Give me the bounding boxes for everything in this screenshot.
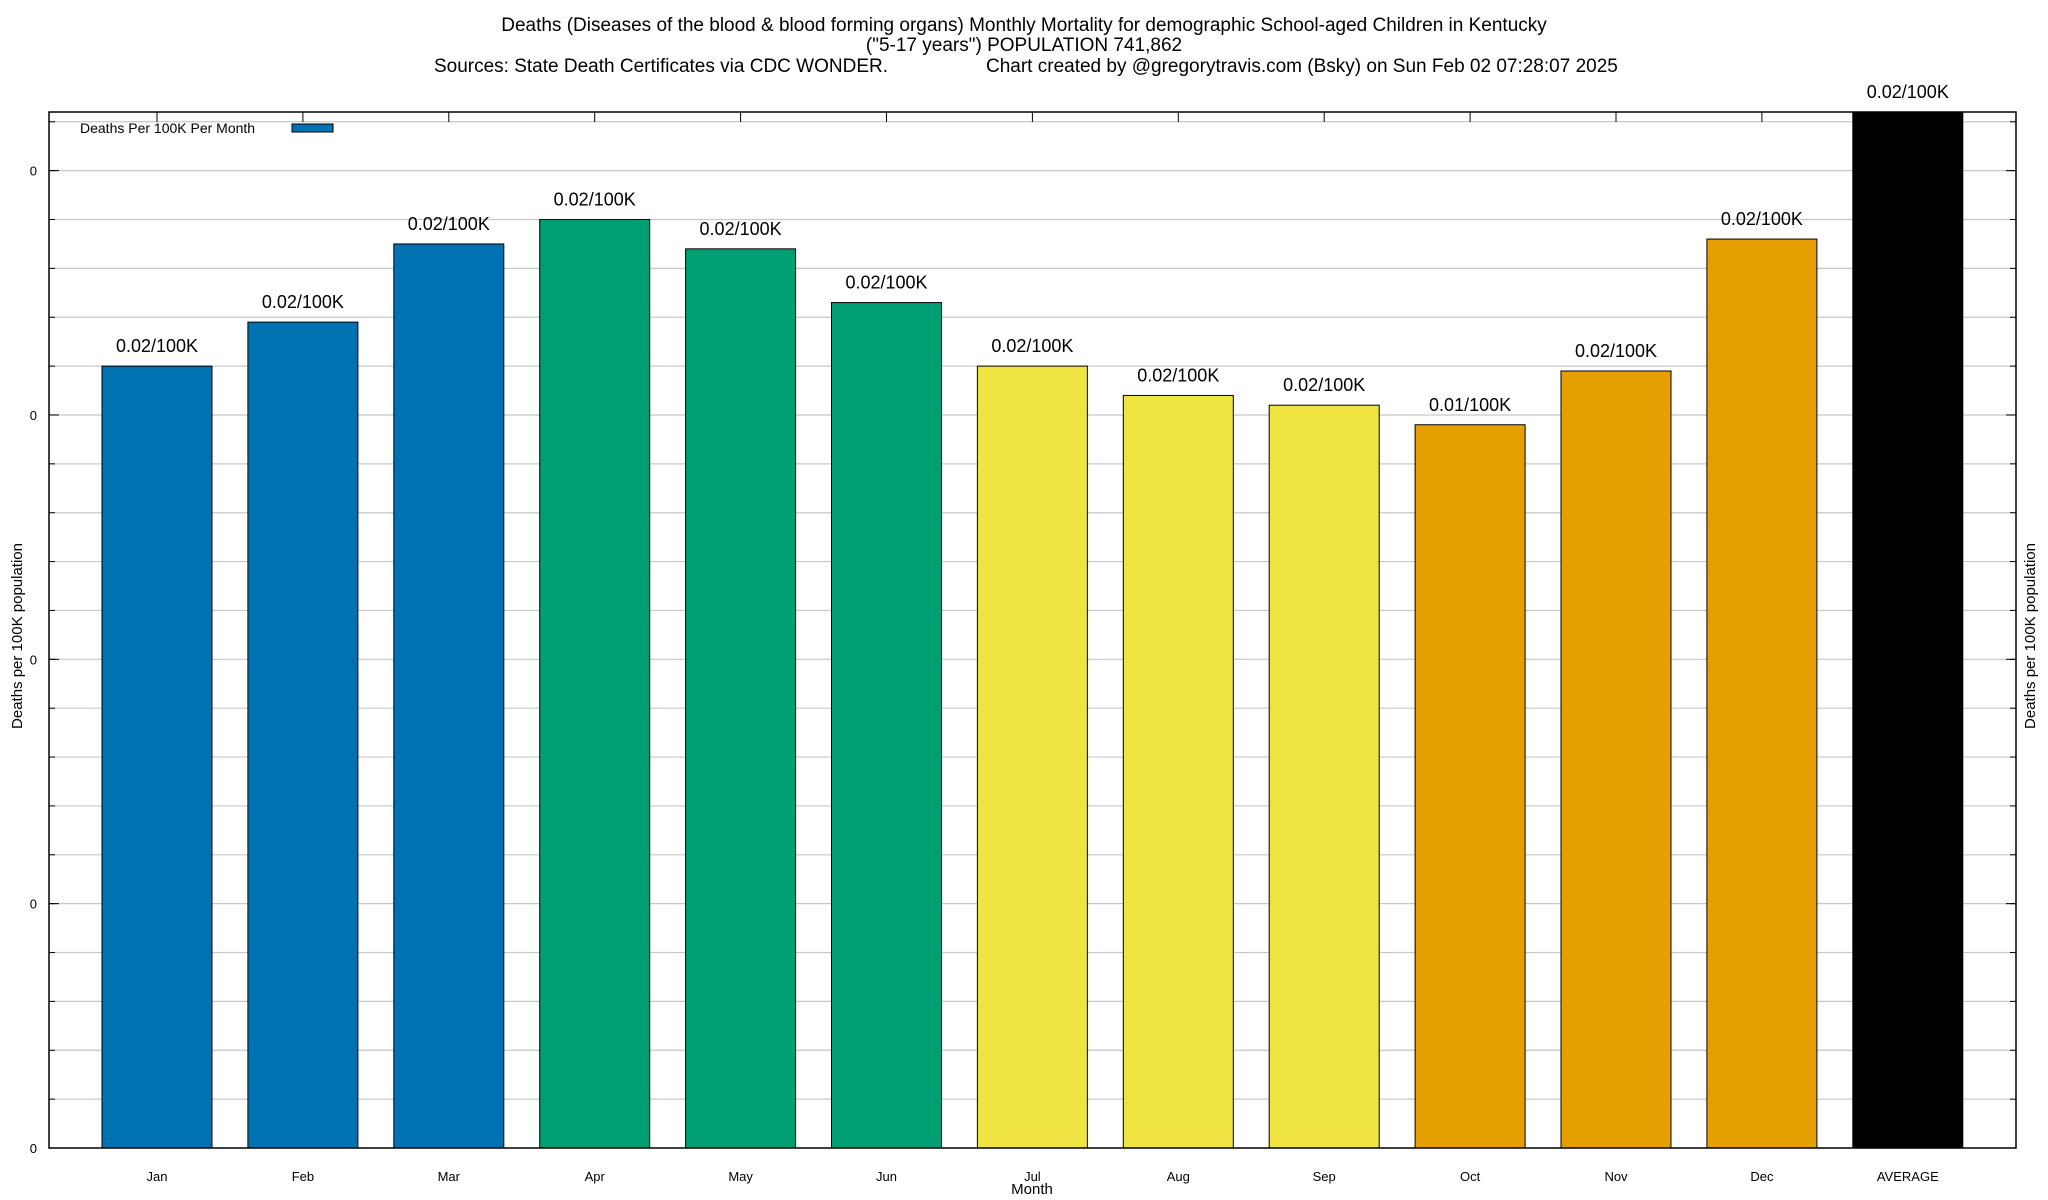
bar-jan <box>101 365 213 1149</box>
y-tick-label: 0 <box>30 652 37 667</box>
data-label: 0.02/100K <box>116 336 198 356</box>
y-axis-label: Deaths per 100K population <box>9 543 26 729</box>
bar-jun <box>831 302 942 1149</box>
x-tick-label: Oct <box>1460 1169 1481 1184</box>
data-label: 0.02/100K <box>1721 209 1803 229</box>
x-tick-label: Aug <box>1167 1169 1190 1184</box>
chart-credit: Chart created by @gregorytravis.com (Bsk… <box>986 56 1618 77</box>
x-tick-label: May <box>728 1169 753 1184</box>
legend-label: Deaths Per 100K Per Month <box>80 120 255 136</box>
y-tick-label: 0 <box>30 1141 37 1156</box>
x-tick-label: Jan <box>147 1169 168 1184</box>
bar-aug <box>1122 394 1234 1149</box>
x-tick-label: AVERAGE <box>1877 1169 1939 1184</box>
x-axis-label: Month <box>1011 1181 1053 1198</box>
x-tick-label: Feb <box>292 1169 314 1184</box>
y2-axis-label: Deaths per 100K population <box>2022 543 2039 729</box>
chart-title: Deaths (Diseases of the blood & blood fo… <box>501 15 1547 36</box>
data-label: 0.02/100K <box>554 190 636 210</box>
data-label: 0.02/100K <box>700 219 782 239</box>
x-tick-label: Dec <box>1750 1169 1774 1184</box>
bar-nov <box>1560 370 1672 1149</box>
bar-may <box>685 248 797 1149</box>
data-label: 0.02/100K <box>408 214 490 234</box>
bar-sep <box>1268 404 1380 1149</box>
chart-sources: Sources: State Death Certificates via CD… <box>434 56 888 77</box>
bar-dec <box>1706 238 1818 1149</box>
chart-subtitle: ("5-17 years") POPULATION 741,862 <box>866 35 1182 56</box>
x-tick-label: Mar <box>438 1169 461 1184</box>
data-label: 0.02/100K <box>1137 365 1219 385</box>
ticks: 0 0 0 0 0 Jan Feb Mar Apr May Jun Jul Aug Sep Oct Nov De… <box>30 112 2016 1184</box>
bar-average <box>1852 111 1964 1149</box>
data-label: 0.02/100K <box>1283 375 1365 395</box>
data-label: 0.02/100K <box>845 273 927 293</box>
data-label: 0.02/100K <box>1575 341 1657 361</box>
data-label: 0.01/100K <box>1429 395 1511 415</box>
x-tick-label: Sep <box>1313 1169 1336 1184</box>
y-tick-label: 0 <box>30 408 37 423</box>
bar-apr <box>539 219 651 1149</box>
x-tick-label: Jul <box>1024 1169 1041 1184</box>
y-tick-label: 0 <box>30 897 37 912</box>
legend: Deaths Per 100K Per Month <box>80 120 334 136</box>
bar-mar <box>393 243 505 1149</box>
bar-feb <box>247 321 359 1149</box>
data-label: 0.02/100K <box>991 336 1073 356</box>
bars: 0.02/100K 0.02/100K 0.02/100K 0.02/100K 0.02… <box>101 82 1964 1149</box>
legend-swatch <box>291 123 334 133</box>
x-tick-label: Jun <box>876 1169 897 1184</box>
bar-oct <box>1414 424 1526 1149</box>
bar-jul <box>976 365 1088 1149</box>
x-tick-label: Apr <box>585 1169 606 1184</box>
data-label: 0.02/100K <box>1867 82 1949 102</box>
x-tick-label: Nov <box>1604 1169 1628 1184</box>
y-tick-label: 0 <box>30 164 37 179</box>
data-label: 0.02/100K <box>262 292 344 312</box>
